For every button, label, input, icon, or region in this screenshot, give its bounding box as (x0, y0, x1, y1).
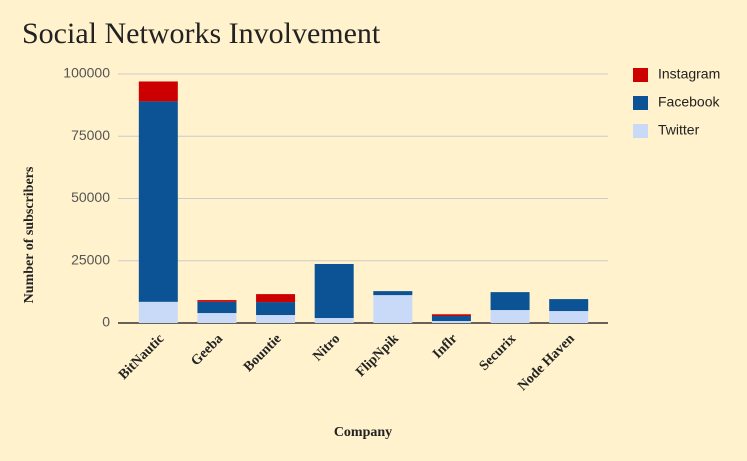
bar-segment (431, 321, 471, 323)
bar-segment (549, 299, 589, 312)
y-axis-title: Number of subscribers (22, 166, 37, 303)
bar-segment (314, 318, 354, 323)
chart-title: Social Networks Involvement (22, 17, 381, 50)
bar-segment (490, 292, 530, 311)
y-tick-label: 50000 (71, 189, 110, 205)
bar-segment (431, 314, 471, 317)
x-tick-label: Securix (477, 331, 520, 374)
bar-segment (256, 315, 296, 323)
x-tick-label: Bountie (241, 331, 285, 375)
y-tick-label: 25000 (71, 251, 110, 267)
legend-label: Twitter (658, 122, 700, 138)
y-tick-label: 0 (102, 314, 110, 330)
y-tick-label: 75000 (71, 127, 110, 143)
bar-segment (431, 316, 471, 322)
x-tick-label: BitNautic (116, 331, 167, 382)
x-tick-label: Node Haven (515, 331, 578, 394)
legend-swatch (633, 96, 648, 110)
legend-label: Facebook (658, 94, 720, 110)
bar-segment (256, 302, 296, 316)
y-tick-label: 100000 (63, 65, 110, 81)
x-axis-title: Company (334, 425, 392, 440)
legend-label: Instagram (658, 66, 720, 82)
x-tick-label: Nitro (310, 331, 343, 364)
bar-segment (314, 263, 354, 319)
x-tick-label: FlipNpik (353, 331, 402, 380)
bar-segment (549, 311, 589, 323)
bar-segment (490, 310, 530, 323)
legend-swatch (633, 124, 648, 138)
x-tick-label: Geeba (188, 331, 226, 369)
bar-segment (138, 101, 178, 302)
bar-segment (373, 295, 413, 323)
bar-segment (197, 301, 237, 314)
legend-swatch (633, 68, 648, 82)
bar-segment (256, 294, 296, 303)
bar-segment (373, 291, 413, 296)
bar-segment (138, 81, 178, 102)
bar-segment (138, 301, 178, 323)
bar-segment (197, 300, 237, 302)
bar-segment (197, 313, 237, 323)
x-tick-label: Inflr (430, 331, 460, 361)
